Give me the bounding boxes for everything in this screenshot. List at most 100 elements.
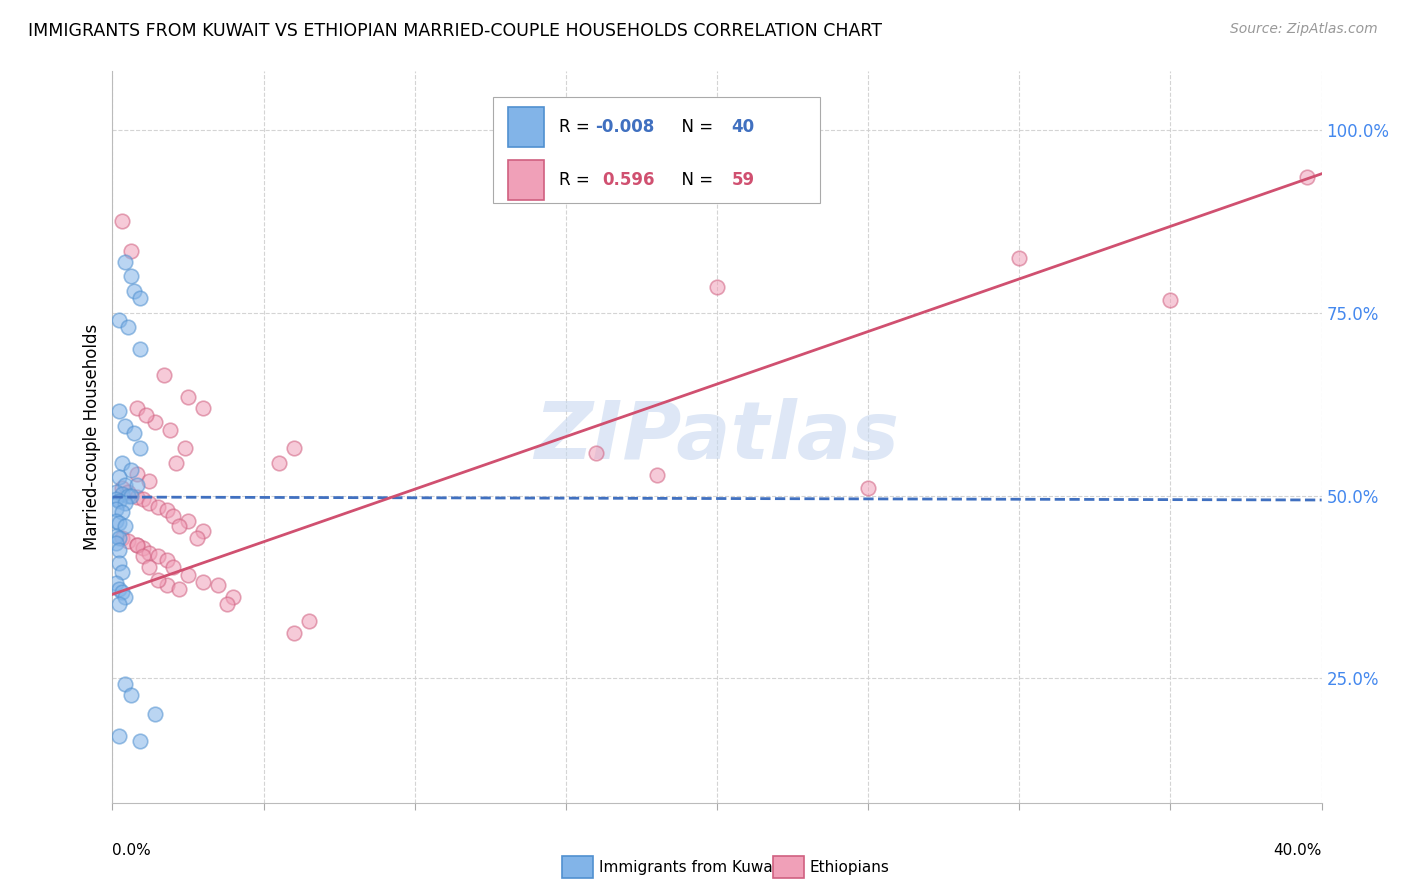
Point (298, 615, 321, 629)
FancyBboxPatch shape (494, 97, 820, 203)
Point (107, 494, 129, 508)
Point (114, 519, 136, 533)
Point (856, 481, 880, 495)
Point (146, 500, 169, 514)
Point (104, 529, 127, 543)
Point (1295, 170, 1317, 185)
Point (706, 280, 728, 294)
Point (114, 254, 136, 268)
Point (107, 404, 129, 418)
Point (645, 468, 668, 483)
Point (104, 501, 127, 516)
Point (110, 456, 132, 470)
Y-axis label: Married-couple Households: Married-couple Households (83, 324, 101, 550)
Point (146, 549, 169, 563)
Point (159, 423, 181, 437)
Point (110, 481, 132, 495)
Point (125, 490, 148, 504)
Point (156, 503, 179, 517)
Point (128, 343, 150, 357)
Point (585, 446, 607, 460)
Text: ZIPatlas: ZIPatlas (534, 398, 900, 476)
Point (104, 576, 127, 591)
Point (114, 419, 136, 434)
Text: 0.596: 0.596 (602, 170, 655, 189)
Point (120, 269, 142, 284)
Point (186, 531, 208, 545)
Point (207, 578, 229, 592)
Text: 0.0%: 0.0% (112, 843, 152, 858)
Point (162, 509, 184, 524)
Point (117, 489, 139, 503)
Point (125, 467, 148, 481)
Point (132, 549, 155, 563)
Point (177, 567, 200, 582)
Point (1159, 293, 1181, 307)
Point (107, 729, 129, 743)
Point (110, 487, 132, 501)
Point (191, 574, 214, 589)
Point (143, 706, 166, 721)
Point (107, 470, 129, 484)
Point (128, 733, 150, 747)
Point (125, 401, 148, 415)
Point (120, 244, 142, 258)
Text: 40.0%: 40.0% (1274, 843, 1322, 858)
Text: N =: N = (671, 118, 718, 136)
Point (128, 291, 150, 305)
Point (107, 531, 129, 545)
Text: N =: N = (671, 170, 718, 189)
Point (153, 368, 176, 382)
Point (120, 489, 142, 503)
Point (217, 597, 239, 611)
Point (110, 566, 132, 580)
Point (177, 390, 200, 404)
Point (104, 536, 127, 550)
Point (107, 556, 129, 570)
Text: IMMIGRANTS FROM KUWAIT VS ETHIOPIAN MARRIED-COUPLE HOUSEHOLDS CORRELATION CHART: IMMIGRANTS FROM KUWAIT VS ETHIOPIAN MARR… (28, 22, 882, 40)
Point (162, 560, 184, 574)
Point (122, 284, 145, 298)
Text: R =: R = (558, 170, 600, 189)
Text: 59: 59 (731, 170, 755, 189)
Point (104, 485, 127, 500)
Point (177, 514, 200, 528)
Point (120, 688, 142, 702)
Point (165, 456, 187, 470)
Point (167, 519, 190, 533)
Point (117, 485, 139, 500)
Point (156, 553, 179, 567)
Point (156, 578, 179, 592)
Text: Ethiopians: Ethiopians (810, 860, 890, 874)
Point (125, 477, 148, 491)
Point (110, 531, 132, 545)
Point (107, 516, 129, 531)
Point (114, 477, 136, 491)
Point (132, 541, 155, 556)
Point (107, 313, 129, 327)
Text: R =: R = (558, 118, 595, 136)
Point (283, 626, 305, 640)
Point (191, 524, 214, 538)
Point (125, 538, 148, 552)
Point (174, 441, 197, 455)
Point (104, 492, 127, 507)
Point (114, 590, 136, 604)
Point (146, 573, 169, 587)
Point (125, 538, 148, 552)
Point (104, 514, 127, 528)
Point (222, 590, 245, 604)
Point (138, 474, 160, 488)
Point (128, 441, 150, 455)
Point (1008, 251, 1031, 265)
Point (117, 320, 139, 334)
Point (283, 441, 305, 455)
Bar (508, 160, 544, 200)
Bar (508, 106, 544, 147)
Point (107, 582, 129, 597)
Text: Source: ZipAtlas.com: Source: ZipAtlas.com (1230, 22, 1378, 37)
Point (110, 585, 132, 599)
Point (138, 546, 160, 560)
Point (138, 560, 160, 574)
Point (114, 677, 136, 691)
